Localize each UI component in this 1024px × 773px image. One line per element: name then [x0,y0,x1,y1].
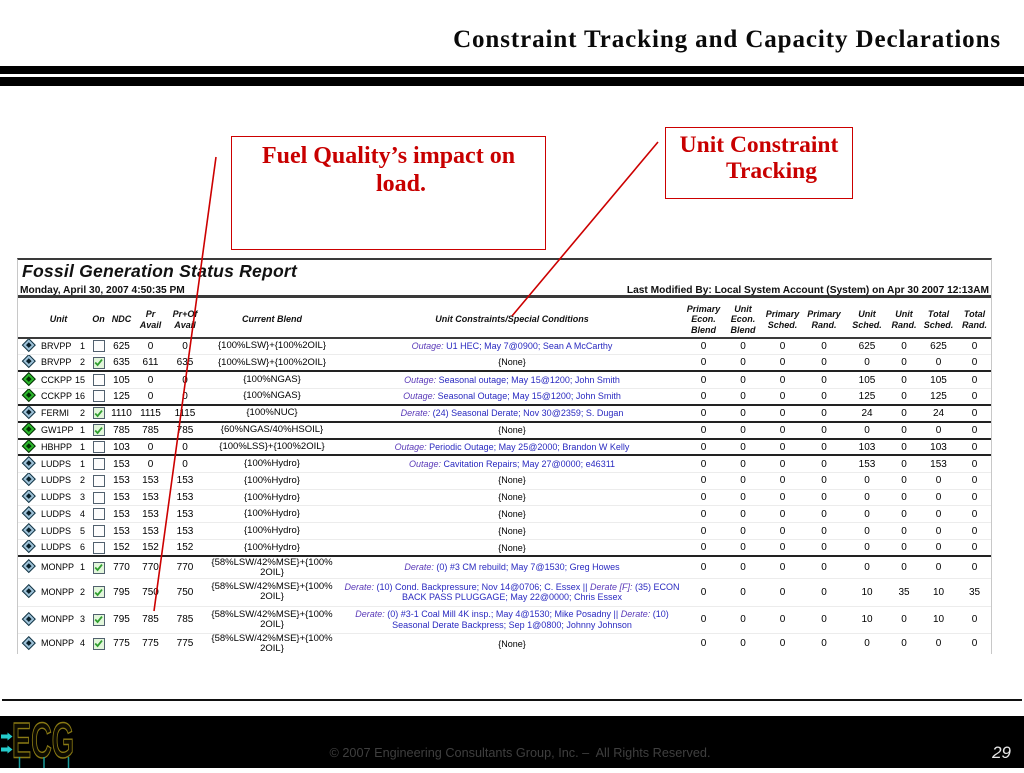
svg-text:ECG: ECG [12,716,74,768]
